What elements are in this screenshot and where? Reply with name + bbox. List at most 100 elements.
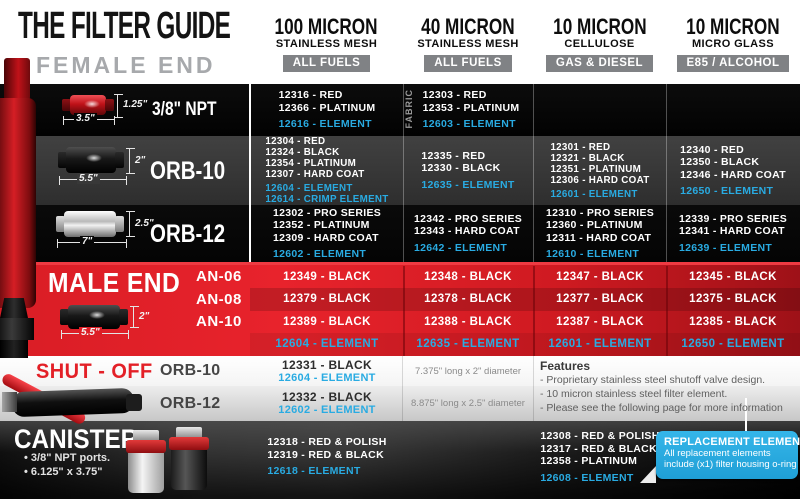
cell-orb12-microglass: 12339 - PRO SERIES 12341 - HARD COAT 126… (668, 205, 798, 262)
logo-glint (88, 311, 105, 320)
element-number: 12616 - ELEMENT (278, 118, 372, 131)
valve-body (11, 387, 135, 418)
cell-canister-cellulose: 12308 - RED & POLISH 12317 - RED & BLACK… (535, 421, 665, 493)
part-number: 12341 - HARD COAT (678, 225, 785, 238)
part-number: 12310 - PRO SERIES (545, 206, 655, 219)
canister-bracket (133, 430, 159, 442)
filter-end (105, 98, 114, 112)
row-orb12-band (0, 205, 800, 262)
part-number: 12335 - RED (421, 149, 486, 162)
canister-photo-black (169, 427, 209, 491)
part-number: 12346 - HARD COAT (680, 168, 786, 181)
shutoff-valve-photo (0, 372, 150, 426)
logo-glint (85, 153, 102, 162)
dimension-label: 2" (135, 155, 146, 166)
divider (533, 266, 535, 356)
cell-npt-40micron: 12303 - RED 12353 - PLATINUM 12603 - ELE… (410, 84, 532, 136)
part-number: 12324 - BLACK (265, 147, 340, 158)
part-number: 12353 - PLATINUM (422, 101, 520, 114)
dimension-label: 2" (139, 311, 150, 322)
part-number: 12301 - RED (550, 141, 611, 153)
part-number: 12304 - RED (265, 136, 326, 147)
element-number: 12602 - ELEMENT (272, 248, 367, 260)
female-end-heading: FEMALE END (36, 52, 216, 78)
feature-item: - Please see the following page for more… (540, 402, 783, 414)
filter-end (60, 309, 69, 325)
part-number: 12302 - PRO SERIES (272, 206, 382, 219)
male-element-stripe (250, 333, 800, 356)
part-number: 12330 - BLACK (421, 162, 501, 175)
canister-bullet: • 3/8" NPT ports. (24, 452, 111, 464)
filter-end (56, 215, 65, 233)
black-fitting-photo (0, 298, 36, 358)
cell-shutoff-orb10: 12331 - BLACK 12604 - ELEMENT (252, 356, 402, 386)
part-number: 12331 - BLACK (282, 357, 372, 372)
male-filter-image (60, 305, 128, 329)
canister-bullet: • 6.125" x 3.75" (24, 466, 103, 478)
part-number: 12321 - BLACK (550, 152, 625, 164)
an-label: AN-06 (196, 268, 242, 285)
male-element-cell: 12650 - ELEMENT (681, 338, 785, 350)
valve-cap (126, 394, 142, 411)
column-header-40-micron: 40 MICRON STAINLESS MESH ALL FUELS (403, 16, 533, 72)
row-label-orb12: ORB-12 (150, 220, 226, 248)
divider (402, 356, 403, 421)
cell-shutoff-orb12: 12332 - BLACK 12602 - ELEMENT (252, 386, 402, 421)
filter-end (119, 309, 128, 325)
filter-body (64, 211, 116, 237)
dimension-label: 2.5" (135, 218, 154, 229)
part-number: 12354 - PLATINUM (265, 158, 357, 169)
filter-neck (4, 58, 30, 100)
part-number: 12340 - RED (680, 143, 745, 156)
cell-orb10-100micron: 12304 - RED 12324 - BLACK 12354 - PLATIN… (252, 136, 402, 205)
canister-photo-silver (126, 430, 166, 494)
fitting-flare (0, 298, 28, 318)
element-number: 12608 - ELEMENT (540, 471, 634, 484)
part-number: 12316 - RED (278, 89, 343, 102)
dimension-label: 3.5" (74, 113, 97, 124)
part-number: 12306 - HARD COAT (550, 174, 650, 186)
part-number: 12360 - PLATINUM (545, 219, 643, 231)
fuel-badge: ALL FUELS (424, 55, 512, 72)
shutoff-orb10-band (0, 356, 800, 386)
element-number: 12603 - ELEMENT (422, 118, 516, 131)
column-header-10-micron-cellulose: 10 MICRON CELLULOSE GAS & DIESEL (533, 16, 666, 72)
element-number: 12604 - ELEMENT (278, 371, 376, 384)
shutoff-size-note: 8.875" long x 2.5" diameter (411, 398, 525, 409)
canister-cap (169, 437, 209, 450)
shutoff-size-note: 7.375" long x 2" diameter (414, 366, 522, 377)
row-label-orb10: ORB-10 (150, 157, 226, 185)
replacement-body: include (x1) filter housing o-ring (664, 459, 797, 470)
element-number: 12650 - ELEMENT (680, 185, 774, 197)
canister-body (128, 453, 164, 493)
element-number: 12642 - ELEMENT (413, 241, 508, 254)
column-media: CELLULOSE (564, 38, 635, 50)
column-micron: 40 MICRON (421, 14, 515, 39)
element-number: 12635 - ELEMENT (421, 178, 515, 191)
element-number: 12604 - ELEMENT (265, 183, 353, 194)
orb10-filter-image (58, 147, 124, 173)
cell-orb10-40micron: 12335 - RED 12330 - BLACK 12635 - ELEMEN… (404, 136, 532, 205)
fitting-base (0, 340, 28, 358)
cell-orb10-cellulose: 12301 - RED 12321 - BLACK 12351 - PLATIN… (535, 136, 665, 205)
canister-body (171, 450, 207, 490)
male-element-cell: 12604 - ELEMENT (275, 338, 379, 350)
dimension-label: 7" (80, 236, 95, 247)
filter-body (0, 98, 36, 308)
logo-glint (83, 100, 100, 109)
male-cell: 12345 - BLACK (689, 271, 777, 283)
column-micron: 100 MICRON (274, 14, 378, 39)
male-an08-stripe (250, 288, 800, 311)
canister-cap (126, 440, 166, 453)
dimension-line (114, 94, 123, 118)
part-number: 12318 - RED & POLISH (267, 436, 387, 449)
features-title: Features (540, 359, 591, 373)
part-number: 12366 - PLATINUM (278, 101, 376, 114)
column-header-100-micron: 100 MICRON STAINLESS MESH ALL FUELS (250, 16, 403, 72)
row-npt-band (0, 84, 800, 136)
feature-item: - 10 micron stainless steel filter eleme… (540, 388, 728, 400)
dimension-label: 5.5" (79, 327, 102, 338)
part-number: 12342 - PRO SERIES (413, 212, 523, 225)
filter-end (58, 151, 67, 169)
element-number: 12614 - CRIMP ELEMENT (265, 194, 389, 205)
